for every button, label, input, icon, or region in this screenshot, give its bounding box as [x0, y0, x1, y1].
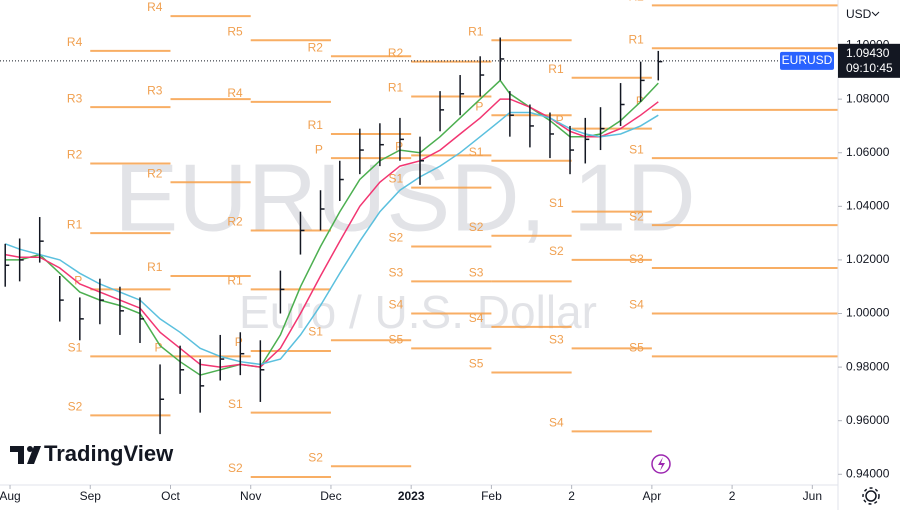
pivot-label: S2	[549, 244, 564, 258]
last-price-label: 1.09430	[846, 46, 890, 60]
pivot-label: R2	[67, 148, 83, 162]
symbol-label: EURUSD	[782, 53, 833, 67]
moving-average	[4, 111, 659, 366]
pivot-label: S4	[549, 416, 564, 430]
currency[interactable]: USD	[846, 7, 872, 21]
symbol-box	[780, 51, 834, 70]
currency-chevron[interactable]	[871, 11, 880, 17]
pivot-label: S5	[388, 333, 403, 347]
pivot-label: R4	[67, 35, 83, 49]
pivot-label: R4	[227, 86, 243, 100]
pivot-label: S2	[469, 220, 484, 234]
alert-circle	[651, 454, 671, 474]
pivot-label: S3	[469, 266, 484, 280]
pivot-label: P	[235, 335, 243, 349]
brand-logo[interactable]: TradingView	[10, 441, 174, 466]
pivot-label: R3	[67, 91, 83, 105]
x-tick-label: Dec	[320, 489, 341, 503]
pivot-label: S3	[549, 333, 564, 347]
pivot-label: S2	[308, 450, 323, 464]
pivot-label: P	[74, 274, 82, 288]
pivot-label: S3	[629, 252, 644, 266]
pivot-label: R1	[548, 62, 564, 76]
plot-area: R4 R3 R2 R1 P S1 S2 R4 R3 R2 R1 P R5 R4 R2 R1 P S1 S2 R2 R1 P…	[4, 0, 838, 478]
gear	[865, 490, 877, 502]
pivot-label: S3	[388, 266, 403, 280]
moving-average	[5, 79, 659, 376]
y-tick-label: 0.96000	[846, 413, 890, 427]
x-tick-label: Sep	[80, 489, 102, 503]
watermark: EURUSD, 1D	[114, 144, 695, 251]
pivot-label: R2	[388, 46, 404, 60]
alert-icon[interactable]	[651, 454, 671, 474]
y-tick-label: 1.00000	[846, 306, 890, 320]
pivot-label: S4	[629, 298, 644, 312]
gear-teeth	[862, 487, 880, 505]
pivot-label: S2	[388, 231, 403, 245]
y-tick-label: 1.02000	[846, 252, 890, 266]
pivot-label: R2	[308, 40, 324, 54]
pivot-label: R1	[67, 217, 83, 231]
alert-bolt	[658, 457, 665, 471]
pivot-label: R1	[629, 32, 645, 46]
pivot-label: P	[556, 113, 564, 127]
pivot-label: S1	[308, 324, 323, 338]
pivot-label: S2	[629, 209, 644, 223]
pivot-label: R2	[147, 166, 163, 180]
pivot-label: P	[395, 140, 403, 154]
pivot-label: P	[154, 341, 162, 355]
watermark-group: EURUSD, 1D Euro / U.S. Dollar	[114, 144, 695, 338]
price-box	[838, 43, 900, 78]
pivot-label: S4	[469, 311, 484, 325]
brand-dot	[27, 446, 33, 452]
pivot-label: S1	[228, 397, 243, 411]
pivot-label: S1	[469, 145, 484, 159]
pivot-label: S5	[469, 357, 484, 371]
pivot-label: P	[315, 142, 323, 156]
x-tick-label: Apr	[643, 489, 662, 503]
pivot-label: S1	[629, 142, 644, 156]
x-tick-label: 2023	[398, 489, 425, 503]
pivot-label: S2	[68, 400, 83, 414]
pivot-label: R2	[227, 215, 243, 229]
brand-mark	[10, 446, 41, 464]
watermark-subtitle: Euro / U.S. Dollar	[239, 286, 597, 338]
pivot-label: S1	[549, 196, 564, 210]
x-tick-label: Feb	[481, 489, 502, 503]
pivot-label: R1	[468, 24, 484, 38]
x-tick-label: 2	[568, 489, 575, 503]
y-tick-label: 1.06000	[846, 145, 890, 159]
pivot-label: S4	[388, 298, 403, 312]
pivot-label: P	[636, 94, 644, 108]
pivot-label: P	[475, 99, 483, 113]
y-tick-label: 1.08000	[846, 91, 890, 105]
countdown-label: 09:10:45	[846, 61, 893, 75]
pivot-label: R4	[147, 0, 163, 14]
pivot-label: S2	[228, 461, 243, 475]
y-tick-label: 1.04000	[846, 198, 890, 212]
x-tick-label: Aug	[0, 489, 21, 503]
y-tick-label: 0.98000	[846, 359, 890, 373]
moving-average	[5, 98, 659, 368]
x-tick-label: Nov	[240, 489, 261, 503]
pivot-label: S1	[68, 341, 83, 355]
x-tick-label: Oct	[161, 489, 180, 503]
pivot-label: S5	[629, 341, 644, 355]
pivot-label: R5	[227, 24, 243, 38]
pivot-label: R1	[388, 81, 404, 95]
y-tick-label: 0.94000	[846, 466, 890, 480]
x-tick-label: 2	[729, 489, 736, 503]
pivot-label: R1	[147, 260, 163, 274]
brand-name: TradingView	[44, 441, 174, 466]
pivot-label: R3	[147, 83, 163, 97]
pivot-label: R2	[629, 0, 645, 4]
pivot-label: R1	[308, 118, 324, 132]
settings-icon[interactable]	[862, 487, 880, 505]
pivot-label: S1	[388, 172, 403, 186]
x-tick-label: Jun	[803, 489, 822, 503]
pivot-label: R1	[227, 274, 243, 288]
